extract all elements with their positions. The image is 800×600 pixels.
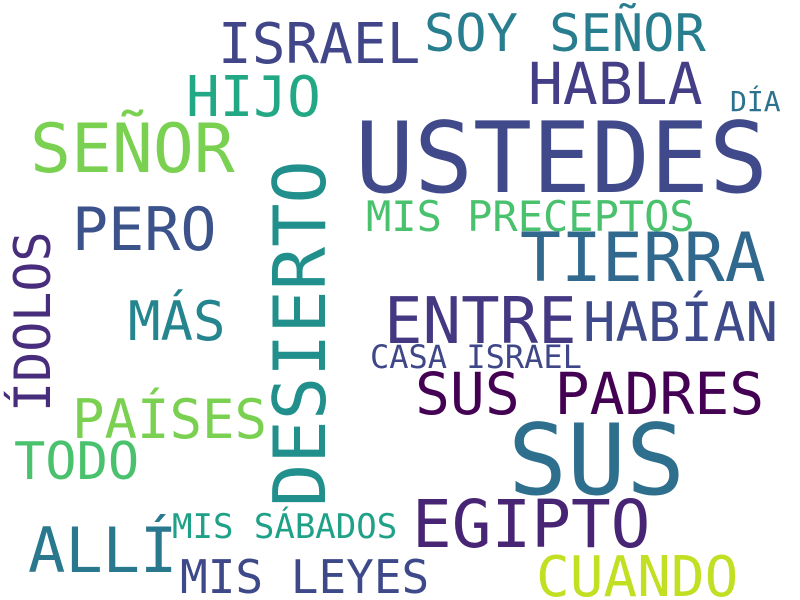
word-hijo: HIJO — [186, 65, 321, 130]
word-pero: PERO — [72, 195, 217, 265]
word-sus: SUS — [508, 404, 686, 518]
word-egipto: EGIPTO — [412, 486, 651, 563]
word-entre: ENTRE — [384, 285, 577, 359]
word-casa-israel: CASA ISRAEL — [370, 338, 582, 376]
word-mis-preceptos: MIS PRECEPTOS — [366, 192, 695, 241]
word-tierra: TIERRA — [520, 219, 766, 298]
word-soy-senor: SOY SEÑOR — [424, 4, 706, 64]
word-todo: TODO — [14, 432, 140, 492]
word-senor: SEÑOR — [30, 110, 235, 189]
word-paises: PAÍSES — [72, 388, 268, 451]
word-mis-leyes: MIS LEYES — [180, 550, 430, 600]
word-alli: ALLÍ — [28, 514, 178, 587]
word-mis-sabados: MIS SÁBADOS — [172, 507, 398, 547]
word-dia: DÍA — [730, 85, 781, 118]
word-cuando: CUANDO — [536, 545, 739, 600]
word-ustedes: USTEDES — [355, 102, 769, 216]
word-habla: HABLA — [528, 50, 703, 118]
word-israel: ISRAEL — [218, 12, 421, 77]
word-idolos: ÍDOLOS — [4, 231, 62, 412]
word-desierto: DESIERTO — [258, 160, 342, 507]
word-sus-padres: SUS PADRES — [415, 360, 765, 428]
word-habian: HABÍAN — [583, 291, 779, 354]
word-mas: MÁS — [128, 290, 226, 353]
